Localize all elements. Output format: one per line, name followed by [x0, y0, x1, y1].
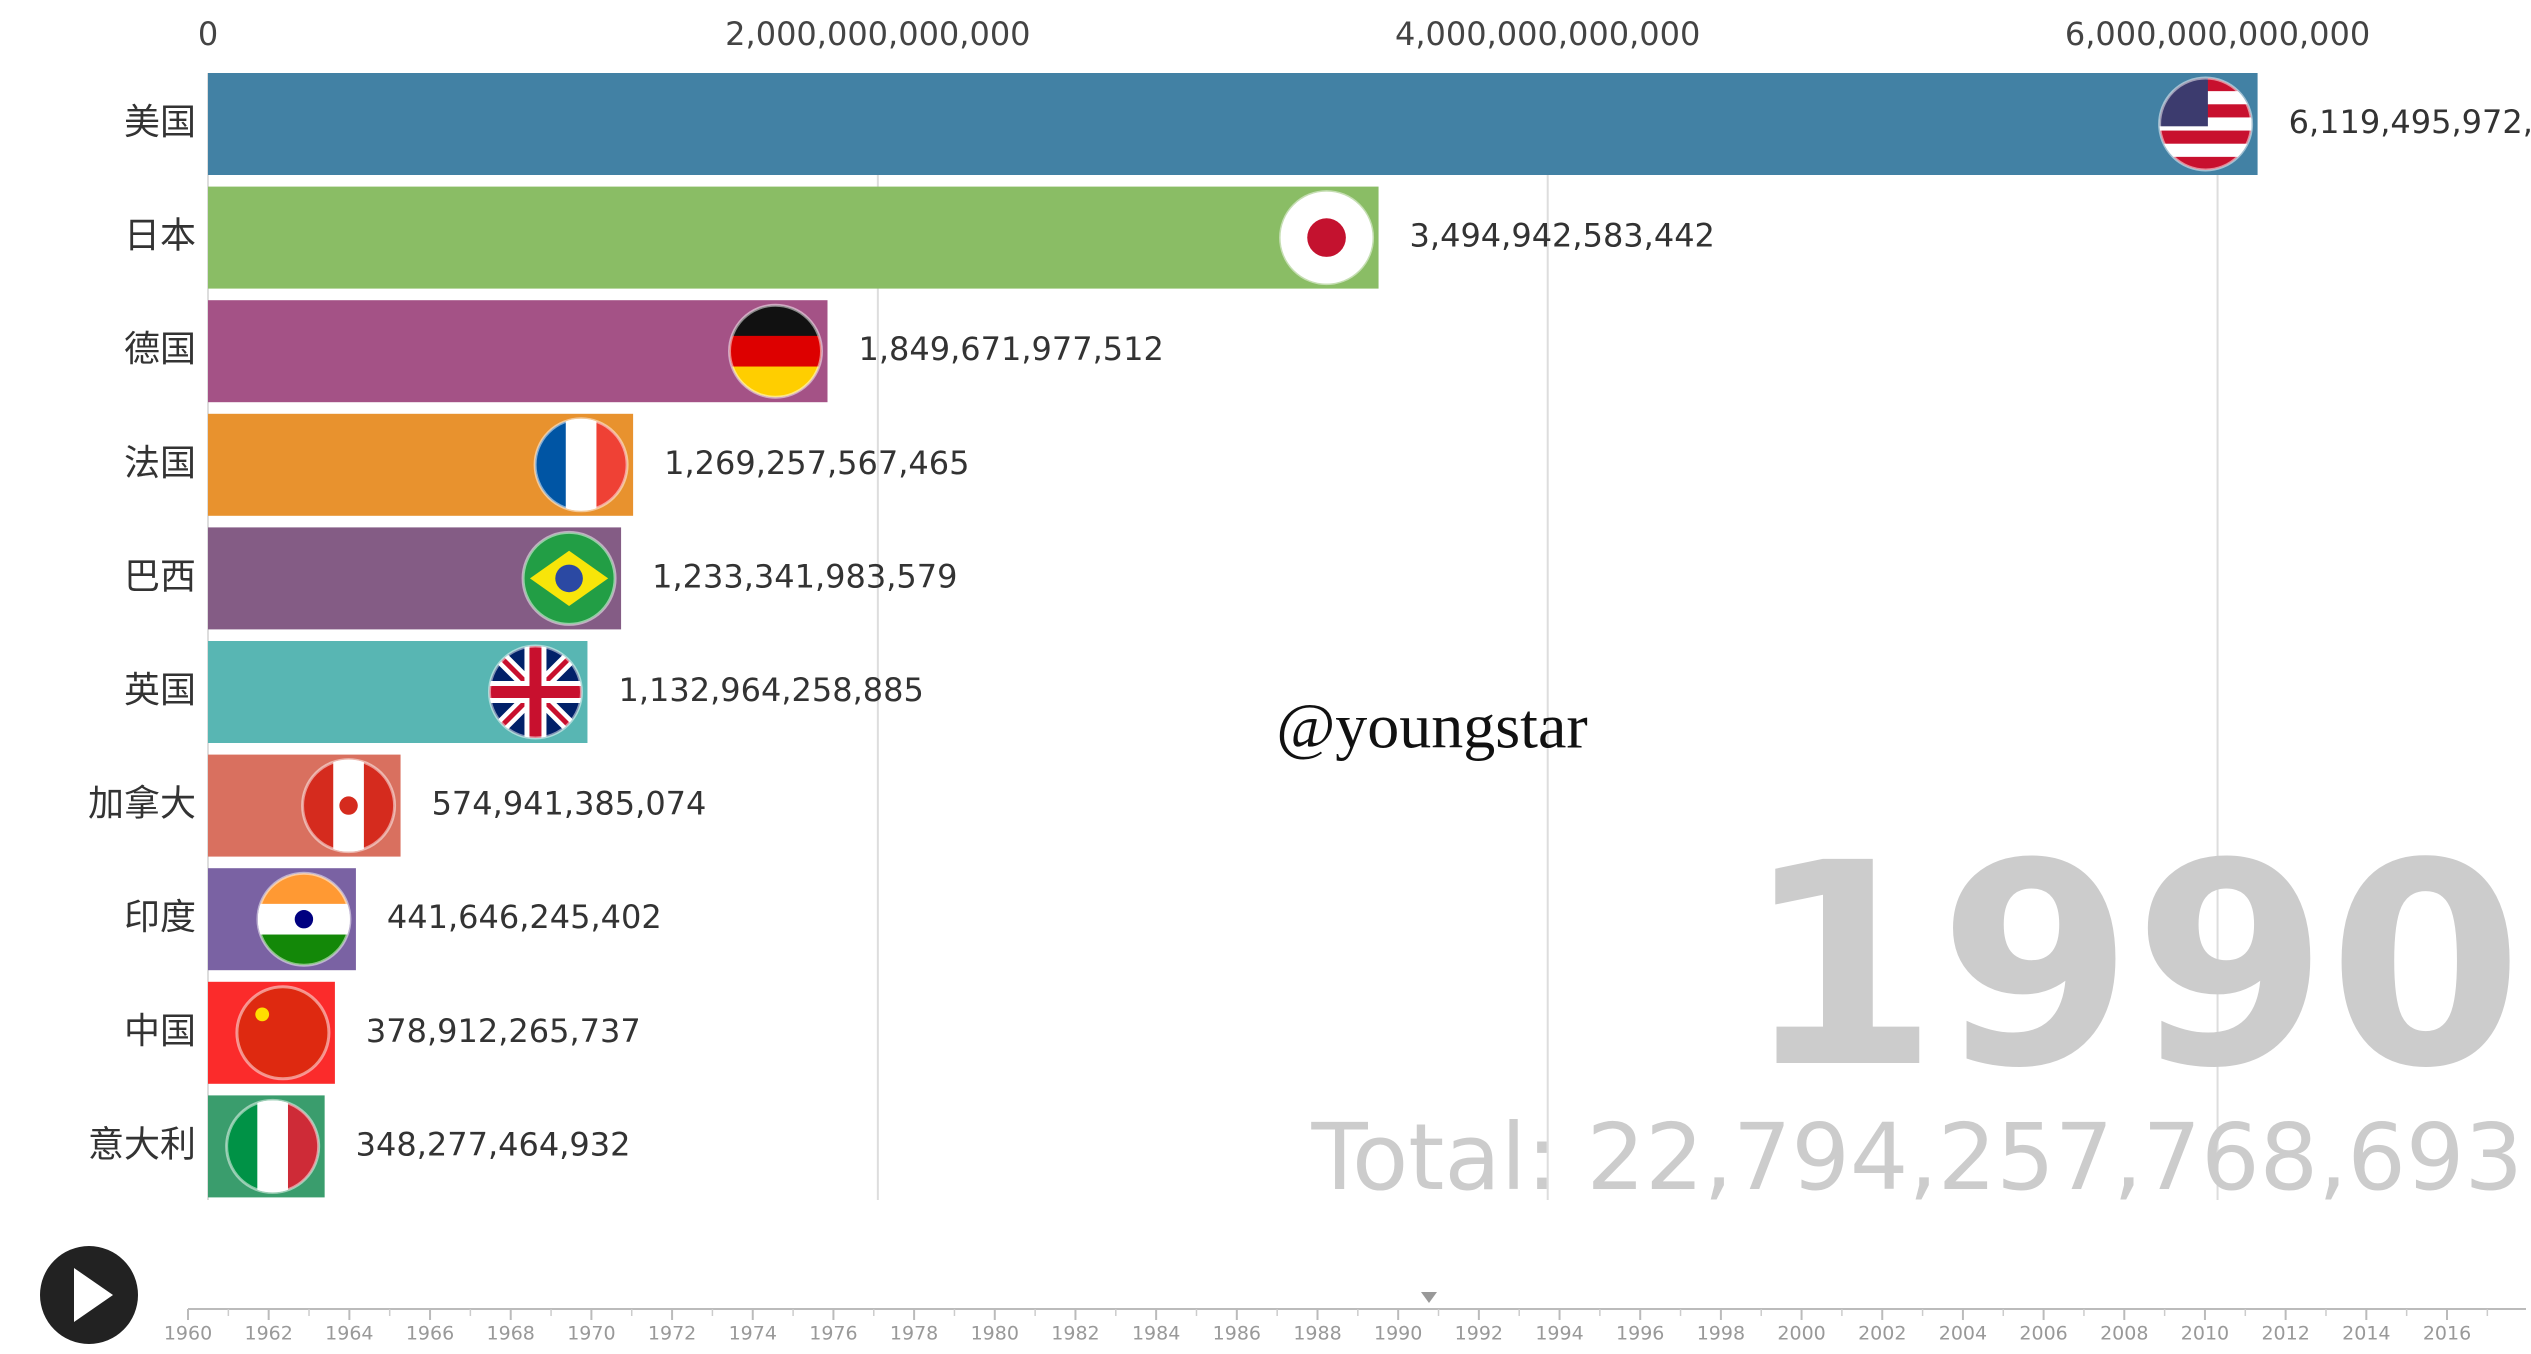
flag-icon — [535, 418, 628, 511]
bar — [208, 186, 1379, 289]
flag-stripe — [729, 335, 822, 368]
category-label: 加拿大 — [88, 784, 196, 825]
timeline-label: 1996 — [1616, 1323, 1664, 1345]
category-label: 意大利 — [88, 1124, 196, 1165]
flag-dot — [555, 564, 583, 593]
flag-icon — [1280, 191, 1373, 284]
timeline-label: 1988 — [1293, 1323, 1341, 1345]
timeline-label: 1982 — [1051, 1323, 1099, 1345]
timeline-label: 1966 — [406, 1323, 454, 1345]
value-label: 1,132,964,258,885 — [618, 671, 923, 709]
timeline-label: 2008 — [2100, 1323, 2148, 1345]
timeline-label: 2006 — [2019, 1323, 2067, 1345]
timeline-label: 2004 — [1939, 1323, 1987, 1345]
flag-shine — [2158, 76, 2254, 172]
flag-dot — [1307, 218, 1346, 257]
timeline-label: 2016 — [2423, 1323, 2471, 1345]
bar — [208, 300, 828, 403]
timeline-label: 2002 — [1858, 1323, 1906, 1345]
total-label: Total: 22,794,257,768,693 — [1310, 1104, 2523, 1211]
flag-dot — [339, 796, 358, 815]
timeline-label: 1986 — [1213, 1323, 1261, 1345]
timeline-label: 1984 — [1132, 1323, 1180, 1345]
value-label: 1,233,341,983,579 — [652, 557, 957, 595]
timeline-label: 2010 — [2181, 1323, 2229, 1345]
value-label: 441,646,245,402 — [387, 898, 662, 936]
flag-shine — [533, 417, 629, 513]
flag-shine — [235, 985, 331, 1081]
value-label: 348,277,464,932 — [356, 1125, 631, 1163]
timeline-label: 1976 — [809, 1323, 857, 1345]
category-label: 日本 — [124, 216, 196, 257]
timeline-label: 1994 — [1535, 1323, 1583, 1345]
timeline-label: 1962 — [244, 1323, 292, 1345]
flag-shine — [487, 644, 583, 740]
timeline-label: 1970 — [567, 1323, 615, 1345]
value-label: 1,849,671,977,512 — [859, 330, 1164, 368]
timeline-label: 1960 — [164, 1323, 212, 1345]
value-label: 574,941,385,074 — [432, 785, 707, 823]
x-tick-label: 4,000,000,000,000 — [1395, 15, 1700, 53]
category-label: 中国 — [124, 1011, 196, 1052]
watermark: @youngstar — [1276, 691, 1587, 762]
timeline-label: 1964 — [325, 1323, 373, 1345]
timeline-label: 1998 — [1697, 1323, 1745, 1345]
category-label: 英国 — [124, 670, 196, 711]
value-label: 3,494,942,583,442 — [1410, 217, 1715, 255]
category-label: 德国 — [124, 329, 196, 370]
flag-dot — [294, 910, 314, 929]
timeline-label: 1978 — [890, 1323, 938, 1345]
flag-icon — [489, 646, 582, 738]
flag-cross-red — [489, 646, 582, 738]
value-label: 6,119,495,972,000 — [2289, 103, 2531, 141]
timeline-label: 2012 — [2261, 1323, 2309, 1345]
flag-stripe — [2159, 143, 2252, 158]
value-label: 378,912,265,737 — [366, 1012, 641, 1050]
timeline-label: 1974 — [729, 1323, 777, 1345]
bar — [208, 73, 2258, 175]
play-icon[interactable] — [74, 1268, 113, 1322]
category-label: 美国 — [124, 102, 196, 143]
flag-shine — [1279, 190, 1375, 286]
year-label: 1990 — [1744, 804, 2523, 1130]
flag-icon — [523, 532, 616, 625]
timeline-label: 2000 — [1777, 1323, 1825, 1345]
category-label: 法国 — [124, 443, 196, 484]
value-label: 1,269,257,567,465 — [664, 444, 969, 482]
flag-shine — [301, 758, 397, 854]
flag-shine — [225, 1098, 321, 1194]
timeline-marker[interactable] — [1421, 1292, 1437, 1303]
x-tick-label: 6,000,000,000,000 — [2065, 15, 2370, 53]
play-button[interactable] — [40, 1246, 138, 1344]
x-tick-label: 2,000,000,000,000 — [725, 15, 1030, 53]
flag-stripe — [257, 1100, 289, 1193]
x-tick-label: 0 — [198, 15, 218, 53]
category-label: 印度 — [124, 897, 196, 938]
category-label: 巴西 — [124, 556, 196, 597]
timeline-label: 1990 — [1374, 1323, 1422, 1345]
flag-shine — [256, 871, 352, 967]
flag-stripe — [565, 418, 598, 511]
flag-shine — [728, 303, 824, 399]
flag-star — [255, 1007, 270, 1022]
timeline-label: 1980 — [971, 1323, 1019, 1345]
flag-shine — [521, 530, 617, 626]
timeline-label: 1972 — [648, 1323, 696, 1345]
timeline-label: 1968 — [487, 1323, 535, 1345]
flag-stripe — [2159, 130, 2252, 145]
flag-icon — [236, 986, 329, 1079]
timeline-label: 2014 — [2342, 1323, 2390, 1345]
timeline-label: 1992 — [1455, 1323, 1503, 1345]
flag-bg — [236, 986, 329, 1079]
